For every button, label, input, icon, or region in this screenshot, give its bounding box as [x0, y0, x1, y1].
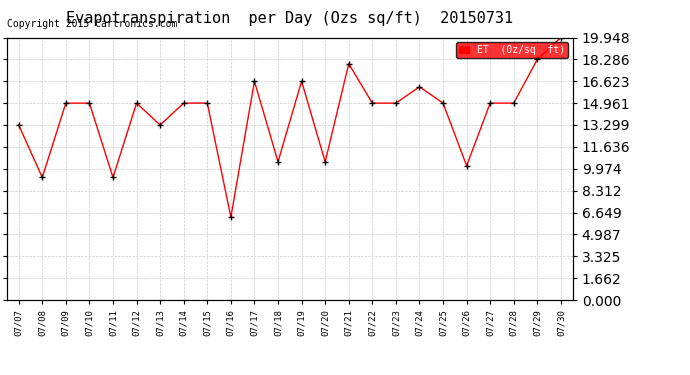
Text: Copyright 2015 Cartronics.com: Copyright 2015 Cartronics.com: [7, 19, 177, 29]
Text: Evapotranspiration  per Day (Ozs sq/ft)  20150731: Evapotranspiration per Day (Ozs sq/ft) 2…: [66, 11, 513, 26]
Legend: ET  (0z/sq  ft): ET (0z/sq ft): [456, 42, 568, 58]
